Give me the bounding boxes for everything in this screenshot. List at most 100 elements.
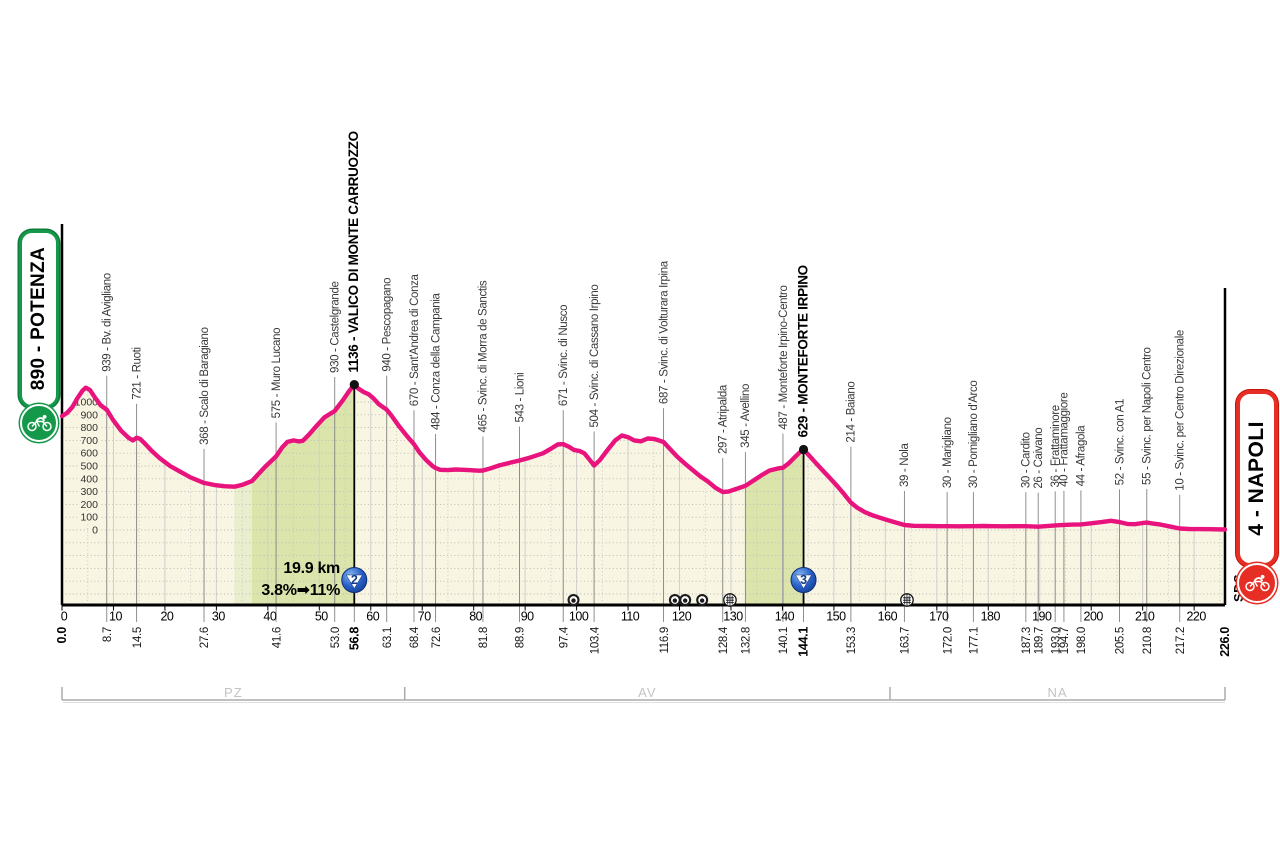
axis-tick-label: 60: [366, 610, 379, 624]
axis-tick-label: 110: [621, 610, 640, 624]
elevation-scale-label: 100: [80, 512, 98, 524]
waypoint-km-label: 68.4: [409, 626, 421, 648]
waypoint-km-label: 27.6: [199, 627, 211, 648]
waypoint-label: 1136 - VALICO DI MONTE CARRUOZZO: [346, 131, 361, 372]
waypoint-km-label: 217.2: [1175, 627, 1187, 654]
axis-tick-label: 120: [672, 610, 692, 624]
waypoint-label: 629 - MONTEFORTE IRPINO: [795, 265, 810, 437]
waypoint-km-label: 14.5: [132, 627, 144, 648]
elevation-scale-label: 400: [80, 473, 98, 485]
waypoint-km-label: 0.0: [55, 627, 69, 644]
waypoint-km-label: 172.0: [942, 627, 954, 654]
waypoint-km-label: 210.8: [1142, 627, 1154, 654]
waypoint-label: 465 - Svinc. di Morra de Sanctis: [478, 280, 490, 432]
waypoint-label: 297 - Atripalda: [718, 384, 730, 454]
waypoint-label: 930 - Castelgrande: [330, 281, 342, 373]
axis-tick-label: 200: [1084, 610, 1104, 624]
waypoint-km-label: 205.5: [1115, 627, 1127, 654]
waypoint-label: 39 - Nola: [899, 443, 911, 487]
waypoint-label: 30 - Marigliano: [942, 417, 954, 488]
axis-tick-label: 30: [212, 610, 225, 624]
waypoint-label: 575 - Muro Lucano: [271, 328, 283, 419]
start-badge-label: 890 - POTENZA: [28, 247, 49, 391]
waypoint-label: 345 - Avellino: [740, 384, 752, 448]
waypoint-label: 671 - Svinc. di Nusco: [558, 305, 570, 406]
axis-tick-label: 50: [315, 610, 328, 624]
waypoint-label: 30 - Cardito: [1021, 432, 1033, 488]
waypoint-km-label: 226.0: [1218, 627, 1232, 657]
waypoint-label: 214 - Baiano: [846, 382, 858, 443]
axis-tick-label: 80: [469, 610, 482, 624]
climb-section-fill: [251, 384, 355, 605]
elevation-scale-label: 200: [80, 499, 98, 511]
province-label: NA: [1047, 685, 1067, 700]
waypoint-km-label: 128.4: [718, 626, 730, 654]
axis-tick-label: 220: [1186, 610, 1206, 624]
viaduct-icon: [900, 593, 914, 607]
summit-dot: [798, 444, 809, 455]
climb-section-fill: [234, 481, 252, 605]
axis-tick-label: 0: [61, 610, 68, 624]
elevation-scale-label: 500: [80, 461, 98, 473]
elevation-scale-label: 600: [80, 448, 98, 460]
waypoint-label: 484 - Conza della Campania: [430, 292, 442, 430]
waypoint-km-label: 63.1: [382, 627, 394, 648]
waypoint-km-label: 88.9: [515, 627, 527, 648]
waypoint-km-label: 103.4: [589, 626, 601, 654]
waypoint-label: 939 - Bv. di Avigliano: [102, 273, 114, 372]
axis-tick-label: 20: [160, 610, 173, 624]
waypoint-label: 543 - Lioni: [514, 373, 526, 423]
axis-tick-label: 90: [521, 610, 534, 624]
waypoint-label: 55 - Svinc. per Napoli Centro: [1142, 347, 1154, 485]
viaduct-icon: [723, 593, 737, 607]
waypoint-km-label: 72.6: [431, 627, 443, 648]
waypoint-label: 30 - Pomigliano d'Arco: [968, 381, 980, 489]
axis-tick-label: 40: [263, 610, 276, 624]
waypoint-label: 687 - Svinc. di Volturara Irpina: [658, 260, 670, 404]
waypoint-km-label: 193.0: [1050, 627, 1062, 654]
tunnel-icon: [567, 594, 580, 606]
waypoint-km-label: 187.3: [1021, 627, 1033, 654]
finish-badge-label: 4 - NAPOLI: [1245, 421, 1268, 536]
waypoint-km-label: 56.8: [347, 627, 361, 650]
summit-dot: [349, 379, 359, 390]
waypoint-km-label: 132.8: [741, 627, 753, 654]
climb-gradient-label: 3.8%➡11%: [261, 582, 340, 599]
elevation-scale-label: 800: [80, 422, 98, 434]
elevation-scale-label: 300: [80, 486, 98, 498]
waypoint-km-label: 198.0: [1076, 627, 1088, 654]
elevation-scale-label: 0: [92, 525, 98, 537]
waypoint-label: 26 - Caivano: [1033, 428, 1045, 489]
tunnel-icon: [668, 594, 681, 606]
profile-line: [59, 382, 1228, 532]
elevation-scale-label: 900: [80, 409, 98, 421]
waypoint-km-label: 153.3: [846, 627, 858, 654]
waypoint-km-label: 177.1: [969, 627, 981, 654]
climb-category-badge: 3: [790, 567, 817, 593]
waypoint-label: 44 - Afragola: [1076, 425, 1088, 487]
waypoint-label: 670 - Sant'Andrea di Conza: [409, 273, 421, 406]
axis-tick-label: 210: [1135, 610, 1155, 624]
axis-tick-label: 70: [418, 610, 431, 624]
waypoint-label: 487 - Monteforte Irpino-Centro: [778, 285, 790, 429]
climb-category-badge: 2: [341, 567, 368, 593]
waypoint-km-label: 194.7: [1059, 627, 1071, 654]
waypoint-km-label: 189.7: [1033, 627, 1045, 654]
climb-length-label: 19.9 km: [283, 560, 340, 577]
province-bracket: [61, 687, 1226, 703]
axis-tick-label: 160: [878, 610, 898, 624]
axis-tick-label: 190: [1032, 610, 1052, 624]
axis-tick-label: 170: [929, 610, 949, 624]
province-label: PZ: [224, 685, 243, 700]
waypoint-km-label: 144.1: [797, 627, 811, 657]
start-badge: 890 - POTENZA: [19, 230, 59, 442]
waypoint-label: 368 - Scalo di Baragiano: [199, 327, 211, 445]
waypoint-km-label: 163.7: [900, 627, 912, 654]
waypoint-km-label: 81.8: [478, 627, 490, 648]
waypoint-label: 940 - Pescopagano: [382, 278, 394, 372]
waypoint-label: 40 - Frattamaggiore: [1059, 393, 1071, 487]
waypoint-label: 10 - Svinc. per Centro Direzionale: [1175, 330, 1187, 491]
waypoint-km-label: 41.6: [271, 627, 283, 648]
svg-text:2: 2: [351, 573, 358, 587]
